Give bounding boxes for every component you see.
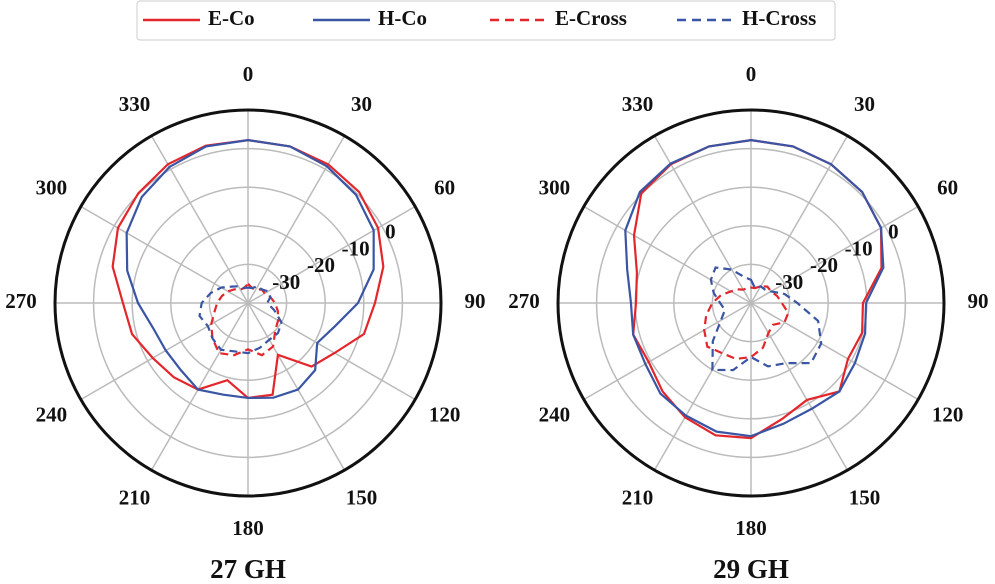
outer-frame [53, 108, 443, 498]
angle-tick-label: 120 [932, 402, 964, 426]
angle-grid-line [653, 135, 752, 304]
angle-tick-label: 300 [36, 175, 68, 199]
angle-tick-label: 240 [36, 402, 68, 426]
angle-tick-label: 270 [5, 289, 37, 313]
angle-grid-line [150, 302, 249, 471]
legend-box [136, 0, 836, 41]
radial-tick-label: -20 [307, 253, 335, 277]
angle-tick-label: 330 [622, 92, 654, 116]
series-line [210, 282, 280, 357]
angle-tick-label: 330 [119, 92, 151, 116]
angle-tick-label: 180 [735, 516, 767, 540]
angle-tick-label: 270 [508, 289, 540, 313]
chart-title: 29 GH [713, 554, 789, 584]
radial-grid-line [170, 225, 326, 381]
radial-tick-label: -30 [272, 270, 300, 294]
outer-frame [556, 108, 946, 498]
radial-tick-label: 0 [385, 219, 396, 243]
angle-tick-label: 0 [746, 62, 757, 86]
angle-grid-line [750, 302, 919, 401]
radial-tick-label: -10 [342, 236, 370, 260]
radial-tick-label: -30 [775, 270, 803, 294]
chart-title: 27 GH [210, 554, 286, 584]
angle-tick-label: 240 [539, 402, 571, 426]
angle-grid-line [653, 302, 752, 471]
series-line [125, 138, 375, 400]
polar-plot: 0 30 60 90 120 150 180 210 240 270 300 330 -30 -20 -10… [5, 62, 485, 584]
angle-grid-line [583, 205, 752, 304]
radial-tick-label: 0 [888, 219, 899, 243]
angle-grid-line [247, 302, 346, 471]
polar-plot: 0 30 60 90 120 150 180 210 240 270 300 330 -30 -20 -10… [508, 62, 988, 584]
angle-tick-label: 150 [849, 485, 881, 509]
series-line [632, 138, 883, 440]
angle-tick-label: 90 [465, 289, 486, 313]
legend-label: H-Cross [742, 6, 816, 30]
angle-grid-line [583, 302, 752, 401]
angle-tick-label: 30 [351, 92, 372, 116]
angle-tick-label: 150 [346, 485, 378, 509]
angle-tick-label: 210 [119, 485, 151, 509]
legend-label: E-Cross [555, 6, 627, 30]
radial-grid-line [711, 263, 791, 343]
angle-tick-label: 210 [622, 485, 654, 509]
angle-grid-line [247, 302, 416, 401]
angle-tick-label: 90 [968, 289, 989, 313]
angle-grid-line [150, 135, 249, 304]
angle-grid-line [247, 205, 416, 304]
angle-tick-label: 0 [243, 62, 254, 86]
radial-grid-line [673, 225, 829, 381]
angle-tick-label: 120 [429, 402, 461, 426]
angle-grid-line [80, 302, 249, 401]
radial-grid-line [208, 263, 288, 343]
angle-grid-line [750, 205, 919, 304]
angle-tick-label: 60 [434, 175, 455, 199]
series-line [703, 285, 790, 361]
series-line [709, 266, 823, 372]
legend-label: H-Co [378, 6, 427, 30]
angle-tick-label: 300 [539, 175, 571, 199]
series-line [198, 285, 283, 355]
legend-label: E-Co [208, 6, 255, 30]
radial-grid-line [595, 147, 907, 459]
radial-grid-line [92, 147, 404, 459]
radial-grid-line [131, 186, 365, 420]
angle-grid-line [750, 302, 849, 471]
angle-grid-line [80, 205, 249, 304]
series-line [624, 138, 885, 438]
angle-tick-label: 180 [232, 516, 264, 540]
radial-tick-label: -20 [810, 253, 838, 277]
angle-tick-label: 60 [937, 175, 958, 199]
radial-tick-label: -10 [845, 236, 873, 260]
angle-tick-label: 30 [854, 92, 875, 116]
